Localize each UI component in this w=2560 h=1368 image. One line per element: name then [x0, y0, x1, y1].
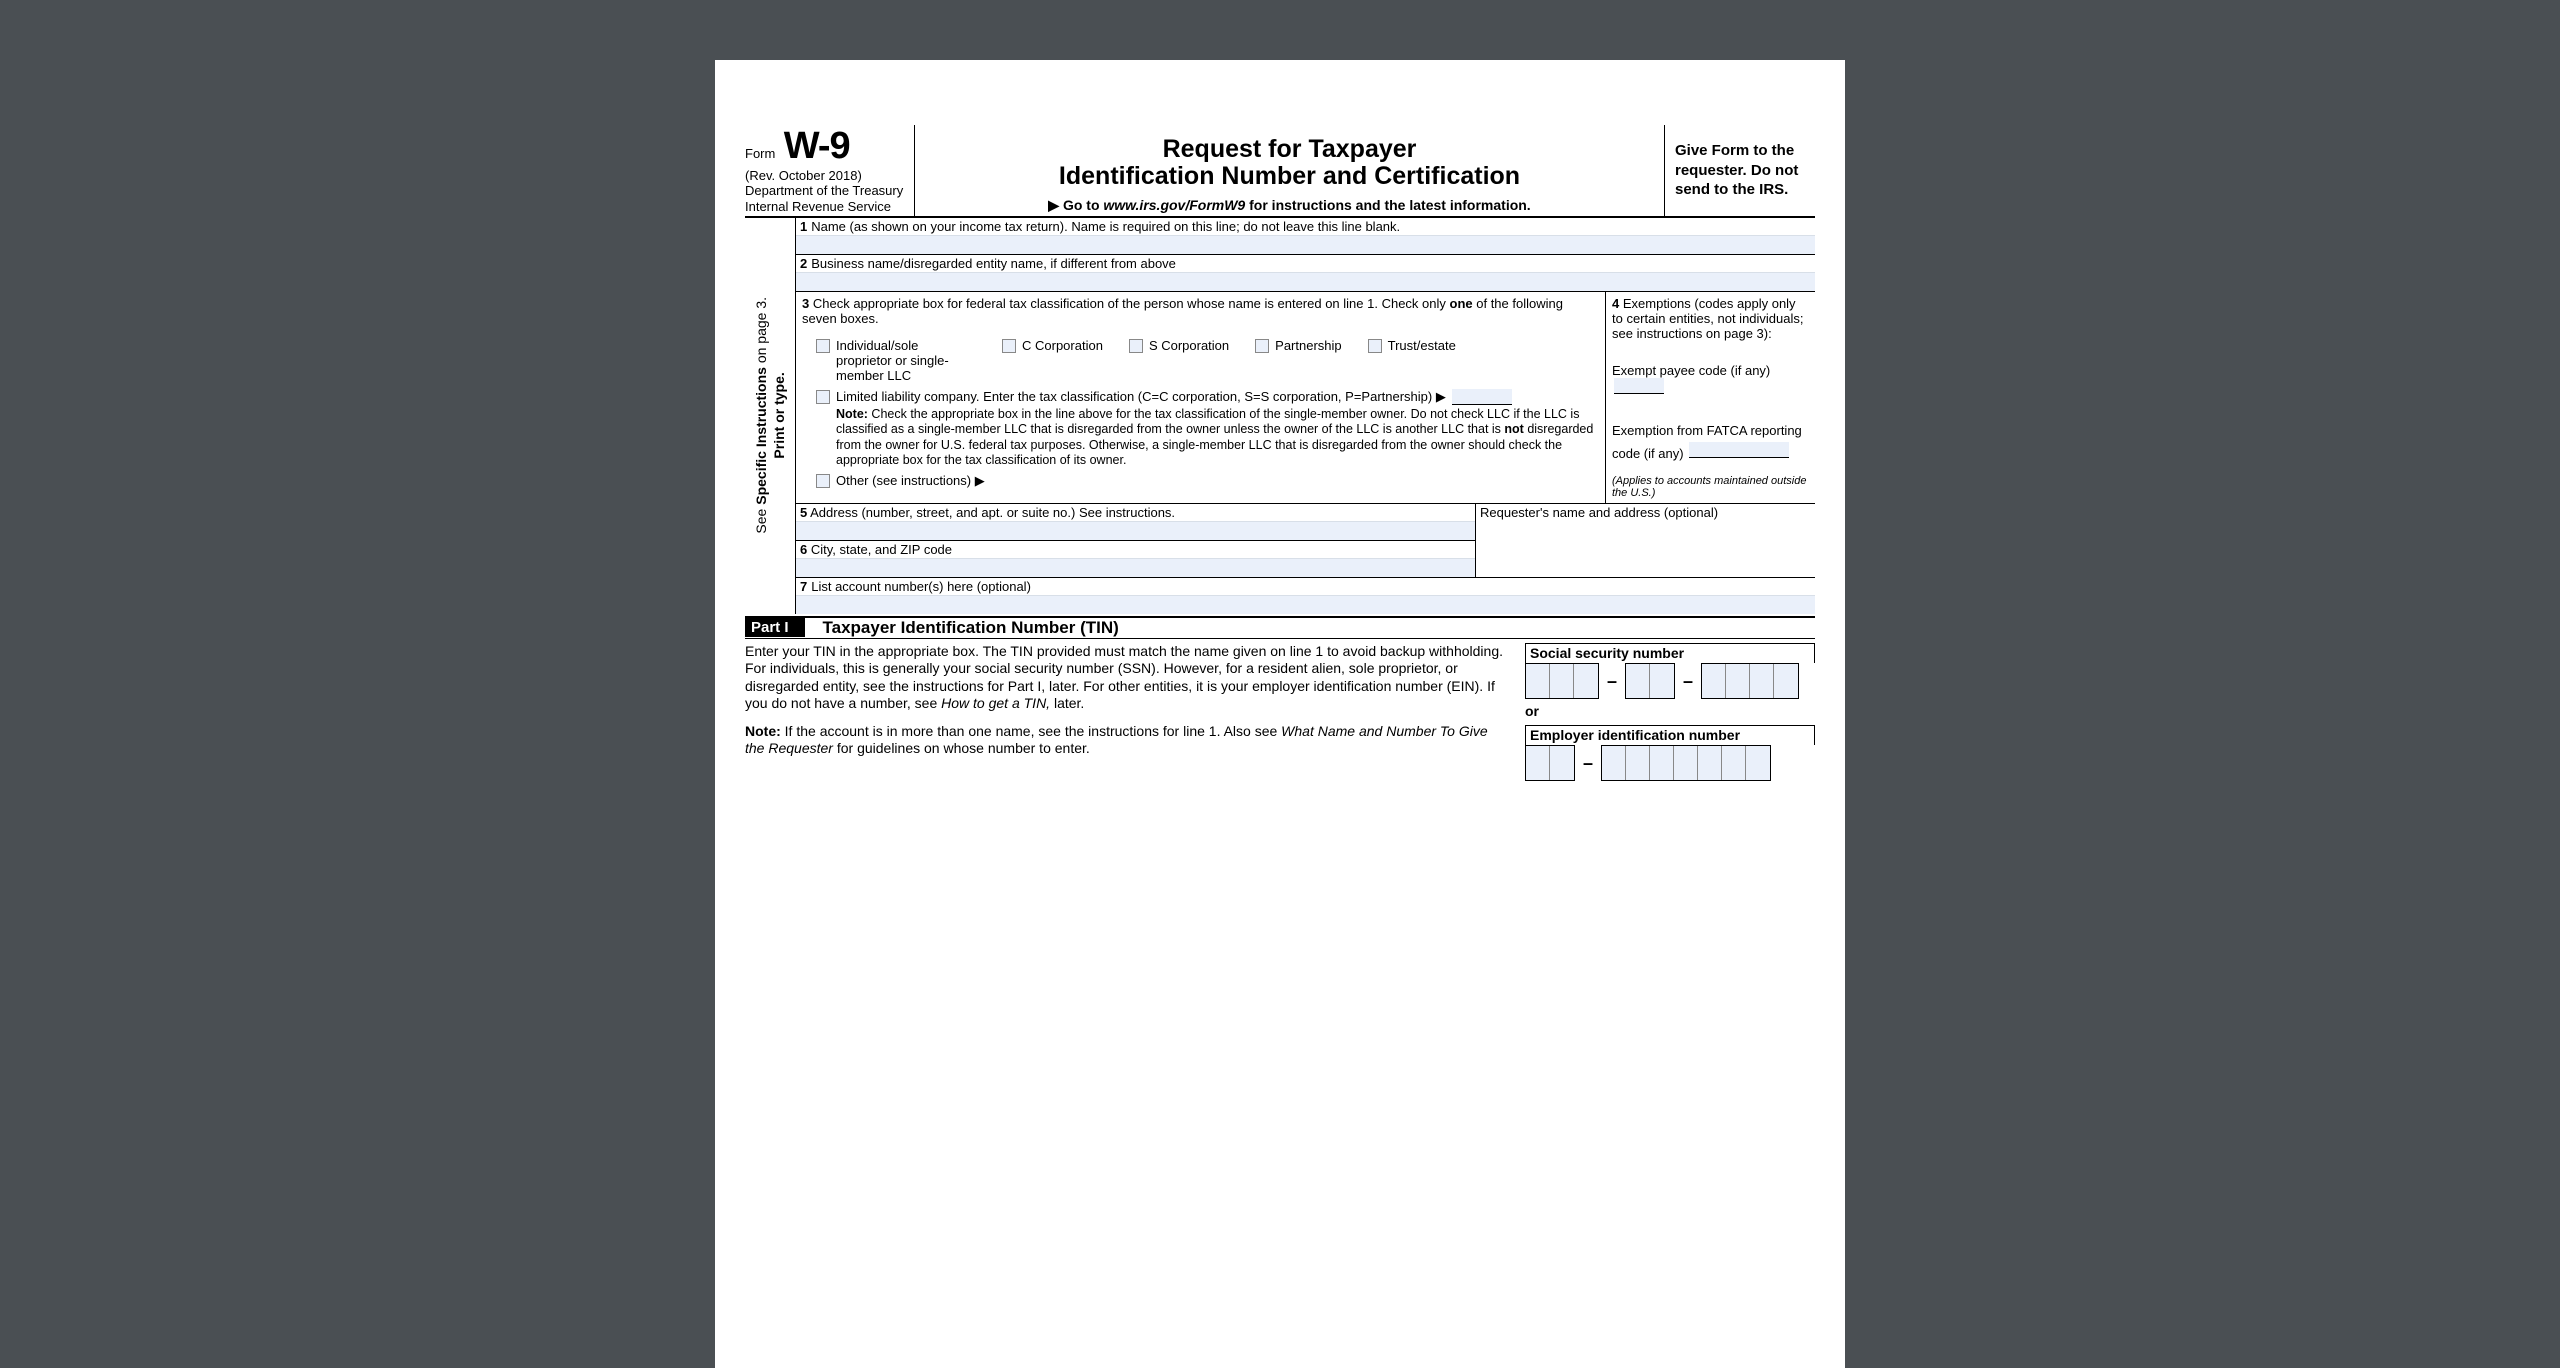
box-4: 4 Exemptions (codes apply only to certai…: [1605, 292, 1815, 503]
fields: 1Name (as shown on your income tax retur…: [795, 218, 1815, 614]
header-center: Request for Taxpayer Identification Numb…: [915, 125, 1665, 216]
dept2: Internal Revenue Service: [745, 199, 906, 215]
requester-box[interactable]: Requester's name and address (optional): [1475, 504, 1815, 577]
ein-label: Employer identification number: [1525, 725, 1815, 746]
arrow-icon: ▶: [1048, 197, 1059, 213]
form-number: W-9: [784, 125, 850, 168]
line-6: 6 City, state, and ZIP code: [796, 541, 1475, 577]
ssn-input[interactable]: – –: [1525, 663, 1815, 699]
cb-trust[interactable]: Trust/estate: [1368, 338, 1456, 353]
address-block: 5 Address (number, street, and apt. or s…: [795, 504, 1815, 578]
line-5: 5 Address (number, street, and apt. or s…: [796, 504, 1475, 541]
part1-text: Enter your TIN in the appropriate box. T…: [745, 643, 1505, 782]
cb-s-corp[interactable]: S Corporation: [1129, 338, 1229, 353]
cb-llc[interactable]: Limited liability company. Enter the tax…: [816, 389, 1446, 405]
address-input[interactable]: [796, 521, 1475, 540]
header-right: Give Form to the requester. Do not send …: [1665, 125, 1815, 216]
cb-individual[interactable]: Individual/sole proprietor or single-mem…: [816, 338, 976, 383]
llc-note: Note: Check the appropriate box in the l…: [836, 407, 1599, 470]
dept1: Department of the Treasury: [745, 183, 906, 199]
part1-badge: Part I: [745, 618, 805, 637]
account-numbers-input[interactable]: [796, 595, 1815, 614]
line-7: 7List account number(s) here (optional): [795, 578, 1815, 614]
or-label: or: [1525, 703, 1815, 721]
ssn-label: Social security number: [1525, 643, 1815, 664]
part1-title: Taxpayer Identification Number (TIN): [823, 618, 1119, 638]
business-name-input[interactable]: [796, 272, 1815, 291]
fatca-code-input[interactable]: [1689, 442, 1789, 458]
title-line1: Request for Taxpayer: [923, 136, 1656, 164]
line-1: 1Name (as shown on your income tax retur…: [795, 218, 1815, 255]
llc-class-input[interactable]: [1452, 389, 1512, 405]
ein-input[interactable]: –: [1525, 745, 1815, 781]
line-3-4: 3 Check appropriate box for federal tax …: [795, 292, 1815, 504]
tin-boxes: Social security number – – or Employer i…: [1525, 643, 1815, 782]
part1-header: Part I Taxpayer Identification Number (T…: [745, 616, 1815, 639]
header: Form W-9 (Rev. October 2018) Department …: [745, 125, 1815, 218]
goto-line: ▶ Go to www.irs.gov/FormW9 for instructi…: [923, 197, 1656, 214]
cb-partnership[interactable]: Partnership: [1255, 338, 1341, 353]
side-label: See Specific Instructions on page 3. Pri…: [745, 218, 795, 614]
form-page: Form W-9 (Rev. October 2018) Department …: [715, 60, 1845, 1368]
main: See Specific Instructions on page 3. Pri…: [745, 218, 1815, 614]
title-line2: Identification Number and Certification: [923, 163, 1656, 191]
name-input[interactable]: [796, 235, 1815, 254]
cb-c-corp[interactable]: C Corporation: [1002, 338, 1103, 353]
header-left: Form W-9 (Rev. October 2018) Department …: [745, 125, 915, 216]
box-3: 3 Check appropriate box for federal tax …: [796, 292, 1605, 503]
form-word: Form: [745, 146, 775, 161]
line-2: 2Business name/disregarded entity name, …: [795, 255, 1815, 292]
cb-other[interactable]: Other (see instructions) ▶: [816, 473, 1599, 489]
city-state-zip-input[interactable]: [796, 558, 1475, 577]
revision: (Rev. October 2018): [745, 168, 906, 183]
exempt-payee-input[interactable]: [1614, 378, 1664, 394]
part1-body: Enter your TIN in the appropriate box. T…: [745, 643, 1815, 782]
